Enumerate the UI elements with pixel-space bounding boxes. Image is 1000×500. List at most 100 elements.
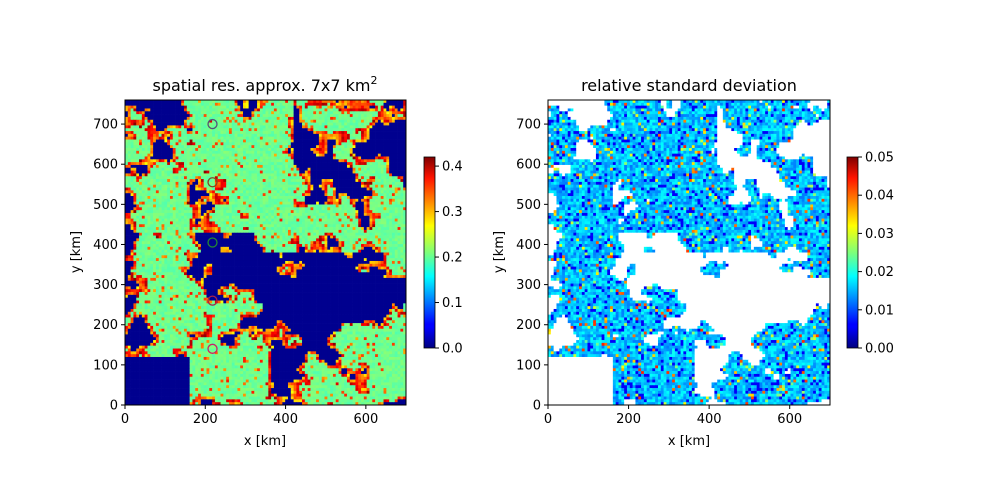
heatmap-cell (161, 184, 165, 188)
heatmap-cell (144, 131, 148, 135)
heatmap-cell (192, 145, 196, 149)
heatmap-cell (133, 102, 137, 106)
heatmap-cell (223, 133, 227, 138)
heatmap-cell (310, 215, 314, 219)
heatmap-cell (254, 179, 258, 183)
heatmap-cell (248, 167, 252, 171)
heatmap-cell (217, 108, 221, 112)
heatmap-cell (178, 131, 182, 135)
heatmap-cell (175, 238, 179, 242)
heatmap-cell (344, 221, 348, 225)
heatmap-cell (220, 131, 224, 135)
heatmap-cell (195, 102, 199, 106)
heatmap-cell (318, 190, 323, 194)
heatmap-cell (310, 133, 314, 138)
heatmap-cell (175, 173, 179, 177)
heatmap-cell (346, 215, 351, 219)
heatmap-cell (231, 232, 235, 236)
heatmap-cell (377, 102, 382, 106)
heatmap-cell (127, 108, 131, 112)
heatmap-cell (361, 100, 365, 104)
heatmap-cell (178, 221, 182, 225)
heatmap-cell (341, 114, 345, 118)
heatmap-cell (375, 139, 379, 143)
heatmap-cell (363, 173, 368, 177)
heatmap-cell (355, 232, 359, 236)
heatmap-cell (130, 159, 134, 163)
heatmap-cell (189, 235, 193, 239)
heatmap-cell (220, 111, 224, 115)
heatmap-cell (276, 153, 280, 157)
heatmap-cell (167, 179, 171, 183)
heatmap-cell (141, 210, 146, 214)
heatmap-cell (155, 173, 160, 177)
heatmap-cell (358, 210, 362, 214)
heatmap-cell (335, 145, 339, 149)
heatmap-cell (330, 196, 334, 200)
heatmap-cell (352, 187, 356, 191)
heatmap-cell (403, 176, 406, 180)
heatmap-cell (338, 198, 342, 203)
heatmap-cell (237, 156, 241, 160)
heatmap-cell (172, 229, 176, 234)
heatmap-cell (167, 173, 171, 177)
heatmap-cell (167, 201, 171, 205)
heatmap-cell (251, 148, 255, 152)
heatmap-cell (169, 162, 174, 166)
heatmap-cell (262, 159, 266, 163)
heatmap-cell (307, 198, 311, 203)
heatmap-cell (186, 193, 190, 197)
heatmap-cell (285, 187, 289, 191)
heatmap-cell (259, 235, 264, 239)
heatmap-cell (383, 224, 387, 228)
heatmap-cell (293, 125, 297, 129)
heatmap-cell (271, 184, 275, 188)
heatmap-cell (358, 235, 362, 239)
heatmap-cell (186, 204, 190, 208)
heatmap-cell (271, 212, 275, 217)
heatmap-cell (285, 167, 289, 171)
heatmap-cell (389, 176, 393, 180)
heatmap-cell (164, 187, 168, 191)
heatmap-cell (310, 229, 314, 234)
heatmap-cell (200, 204, 205, 208)
heatmap-cell (307, 153, 311, 157)
heatmap-cell (251, 193, 255, 197)
heatmap-cell (127, 218, 131, 222)
heatmap-cell (335, 179, 339, 183)
heatmap-cell (161, 133, 165, 138)
heatmap-cell (125, 210, 129, 214)
heatmap-cell (234, 193, 238, 197)
heatmap-cell (172, 218, 176, 222)
heatmap-cell (287, 238, 292, 242)
heatmap-cell (186, 229, 190, 234)
heatmap-cell (220, 181, 224, 186)
heatmap-cell (189, 176, 193, 180)
heatmap-cell (257, 125, 261, 129)
heatmap-cell (302, 145, 306, 149)
heatmap-cell (243, 221, 247, 225)
heatmap-cell (169, 148, 174, 152)
heatmap-cell (290, 164, 294, 169)
heatmap-cell (167, 148, 171, 152)
heatmap-cell (397, 210, 401, 214)
heatmap-cell (397, 215, 401, 219)
heatmap-cell (332, 156, 337, 160)
heatmap-cell (372, 190, 376, 194)
heatmap-cell (332, 210, 337, 214)
heatmap-cell (184, 232, 188, 236)
heatmap-cell (164, 193, 168, 197)
heatmap-cell (226, 136, 230, 140)
heatmap-cell (172, 145, 176, 149)
heatmap-cell (184, 210, 188, 214)
heatmap-cell (234, 159, 238, 163)
heatmap-cell (248, 128, 252, 132)
heatmap-cell (198, 145, 202, 149)
heatmap-cell (262, 232, 266, 236)
heatmap-cell (206, 111, 210, 115)
heatmap-cell (184, 227, 188, 231)
heatmap-cell (299, 173, 303, 177)
heatmap-cell (290, 105, 294, 109)
heatmap-cell (304, 122, 308, 126)
heatmap-cell (372, 173, 376, 177)
